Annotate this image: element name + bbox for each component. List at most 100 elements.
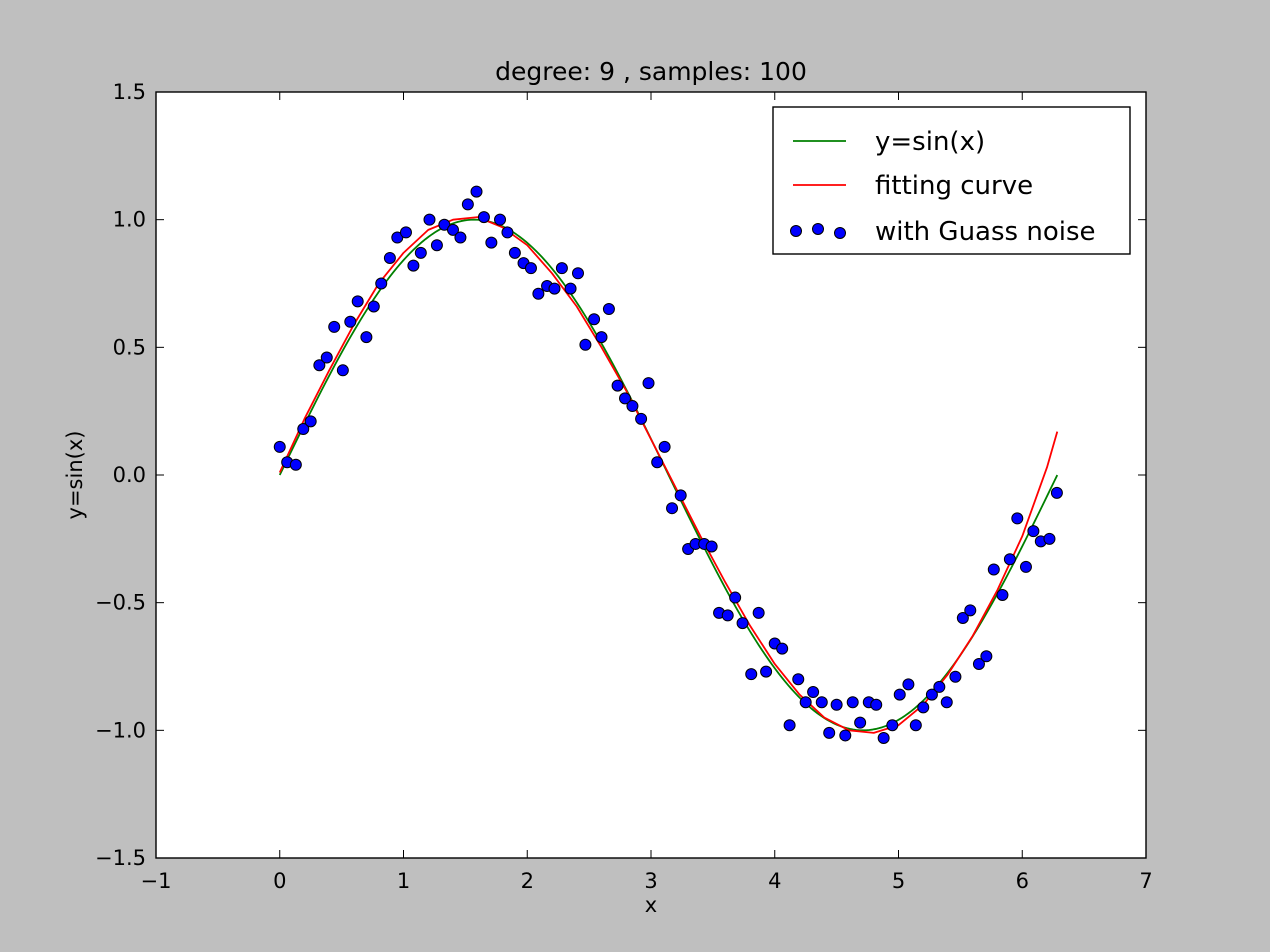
- x-tick-label: −1: [141, 869, 172, 893]
- noise-point: [776, 642, 789, 655]
- x-tick-label: 4: [768, 869, 781, 893]
- noise-point: [501, 226, 514, 239]
- noise-point: [666, 502, 679, 515]
- noise-point: [635, 412, 648, 425]
- noise-point: [383, 251, 396, 264]
- legend: y=sin(x) fitting curve with Guass noise: [772, 106, 1131, 255]
- noise-point: [658, 440, 671, 453]
- noise-point: [972, 657, 985, 670]
- x-tick-label: 1: [397, 869, 410, 893]
- noise-point: [1043, 532, 1056, 545]
- noise-point: [830, 698, 843, 711]
- noise-point: [454, 231, 467, 244]
- tick-layer: −1 0 1 2 3 4 5 6 7 −1.5 −1.0 −0.5 0.0 0.5 1.0 1.5: [95, 80, 1153, 893]
- noise-point: [438, 218, 451, 231]
- noise-point: [1011, 512, 1024, 525]
- noise-point: [508, 246, 521, 259]
- noise-point: [470, 185, 483, 198]
- noise-point: [980, 650, 993, 663]
- noise-point: [705, 540, 718, 553]
- noise-point: [839, 729, 852, 742]
- y-tick-label: 0.5: [113, 335, 146, 359]
- noise-point: [555, 262, 568, 275]
- noise-point: [399, 226, 412, 239]
- noise-point: [870, 698, 883, 711]
- noise-point: [313, 359, 326, 372]
- noise-point: [485, 236, 498, 249]
- noise-point: [579, 338, 592, 351]
- noise-point: [949, 670, 962, 683]
- noise-point: [729, 591, 742, 604]
- noise-point: [548, 282, 561, 295]
- noise-point: [611, 379, 624, 392]
- noise-point: [783, 719, 796, 732]
- noise-point: [799, 696, 812, 709]
- x-tick-label: 3: [644, 869, 657, 893]
- x-tick-label: 6: [1016, 869, 1029, 893]
- x-tick-label: 5: [892, 869, 905, 893]
- noise-point: [595, 331, 608, 344]
- noise-point: [588, 313, 601, 326]
- y-tick-label: −1.0: [95, 718, 146, 742]
- noise-point: [1027, 525, 1040, 538]
- noise-point: [602, 303, 615, 316]
- noise-point: [752, 606, 765, 619]
- noise-point: [721, 609, 734, 622]
- noise-point: [807, 686, 820, 699]
- noise-point: [430, 239, 443, 252]
- noise-point: [524, 262, 537, 275]
- noise-point: [674, 489, 687, 502]
- noise-point: [336, 364, 349, 377]
- noise-point: [304, 415, 317, 428]
- noise-point: [564, 282, 577, 295]
- noise-point: [815, 696, 828, 709]
- noise-point: [619, 392, 632, 405]
- noise-point: [351, 295, 364, 308]
- legend-sin-label: y=sin(x): [875, 127, 985, 157]
- noise-point: [902, 678, 915, 691]
- noise-point: [956, 611, 969, 624]
- x-tick-label: 0: [273, 869, 286, 893]
- legend-noise-marker: [790, 225, 802, 237]
- noise-point: [344, 315, 357, 328]
- noise-point: [273, 440, 286, 453]
- noise-point: [651, 456, 664, 469]
- noise-point: [571, 267, 584, 280]
- noise-point: [846, 696, 859, 709]
- x-tick-label: 7: [1139, 869, 1152, 893]
- y-tick-label: −1.5: [95, 846, 146, 870]
- legend-noise-marker: [812, 223, 824, 235]
- noise-point: [925, 688, 938, 701]
- noise-point: [964, 604, 977, 617]
- y-tick-label: 0.0: [113, 463, 146, 487]
- noise-point: [745, 668, 758, 681]
- noise-point: [297, 423, 310, 436]
- y-tick-label: −0.5: [95, 591, 146, 615]
- noise-point: [289, 458, 302, 471]
- noise-point: [626, 400, 639, 413]
- noise-point: [360, 331, 373, 344]
- noise-point: [823, 726, 836, 739]
- x-tick-label: 2: [521, 869, 534, 893]
- y-tick-label: 1.0: [113, 208, 146, 232]
- noise-point: [367, 300, 380, 313]
- noise-point: [423, 213, 436, 226]
- noise-point: [1019, 560, 1032, 573]
- noise-point: [375, 277, 388, 290]
- noise-point: [917, 701, 930, 714]
- noise-point: [447, 223, 459, 236]
- noise-point: [532, 287, 545, 300]
- series-layer: [273, 185, 1063, 744]
- noise-point: [328, 320, 341, 333]
- noise-point: [320, 351, 333, 364]
- noise-point: [414, 246, 427, 259]
- noise-point: [792, 673, 805, 686]
- noise-point: [893, 688, 906, 701]
- noise-point: [886, 719, 899, 732]
- noise-point: [760, 665, 773, 678]
- x-axis-label: x: [645, 893, 657, 917]
- noise-point: [407, 259, 420, 272]
- y-axis-label: y=sin(x): [63, 431, 87, 520]
